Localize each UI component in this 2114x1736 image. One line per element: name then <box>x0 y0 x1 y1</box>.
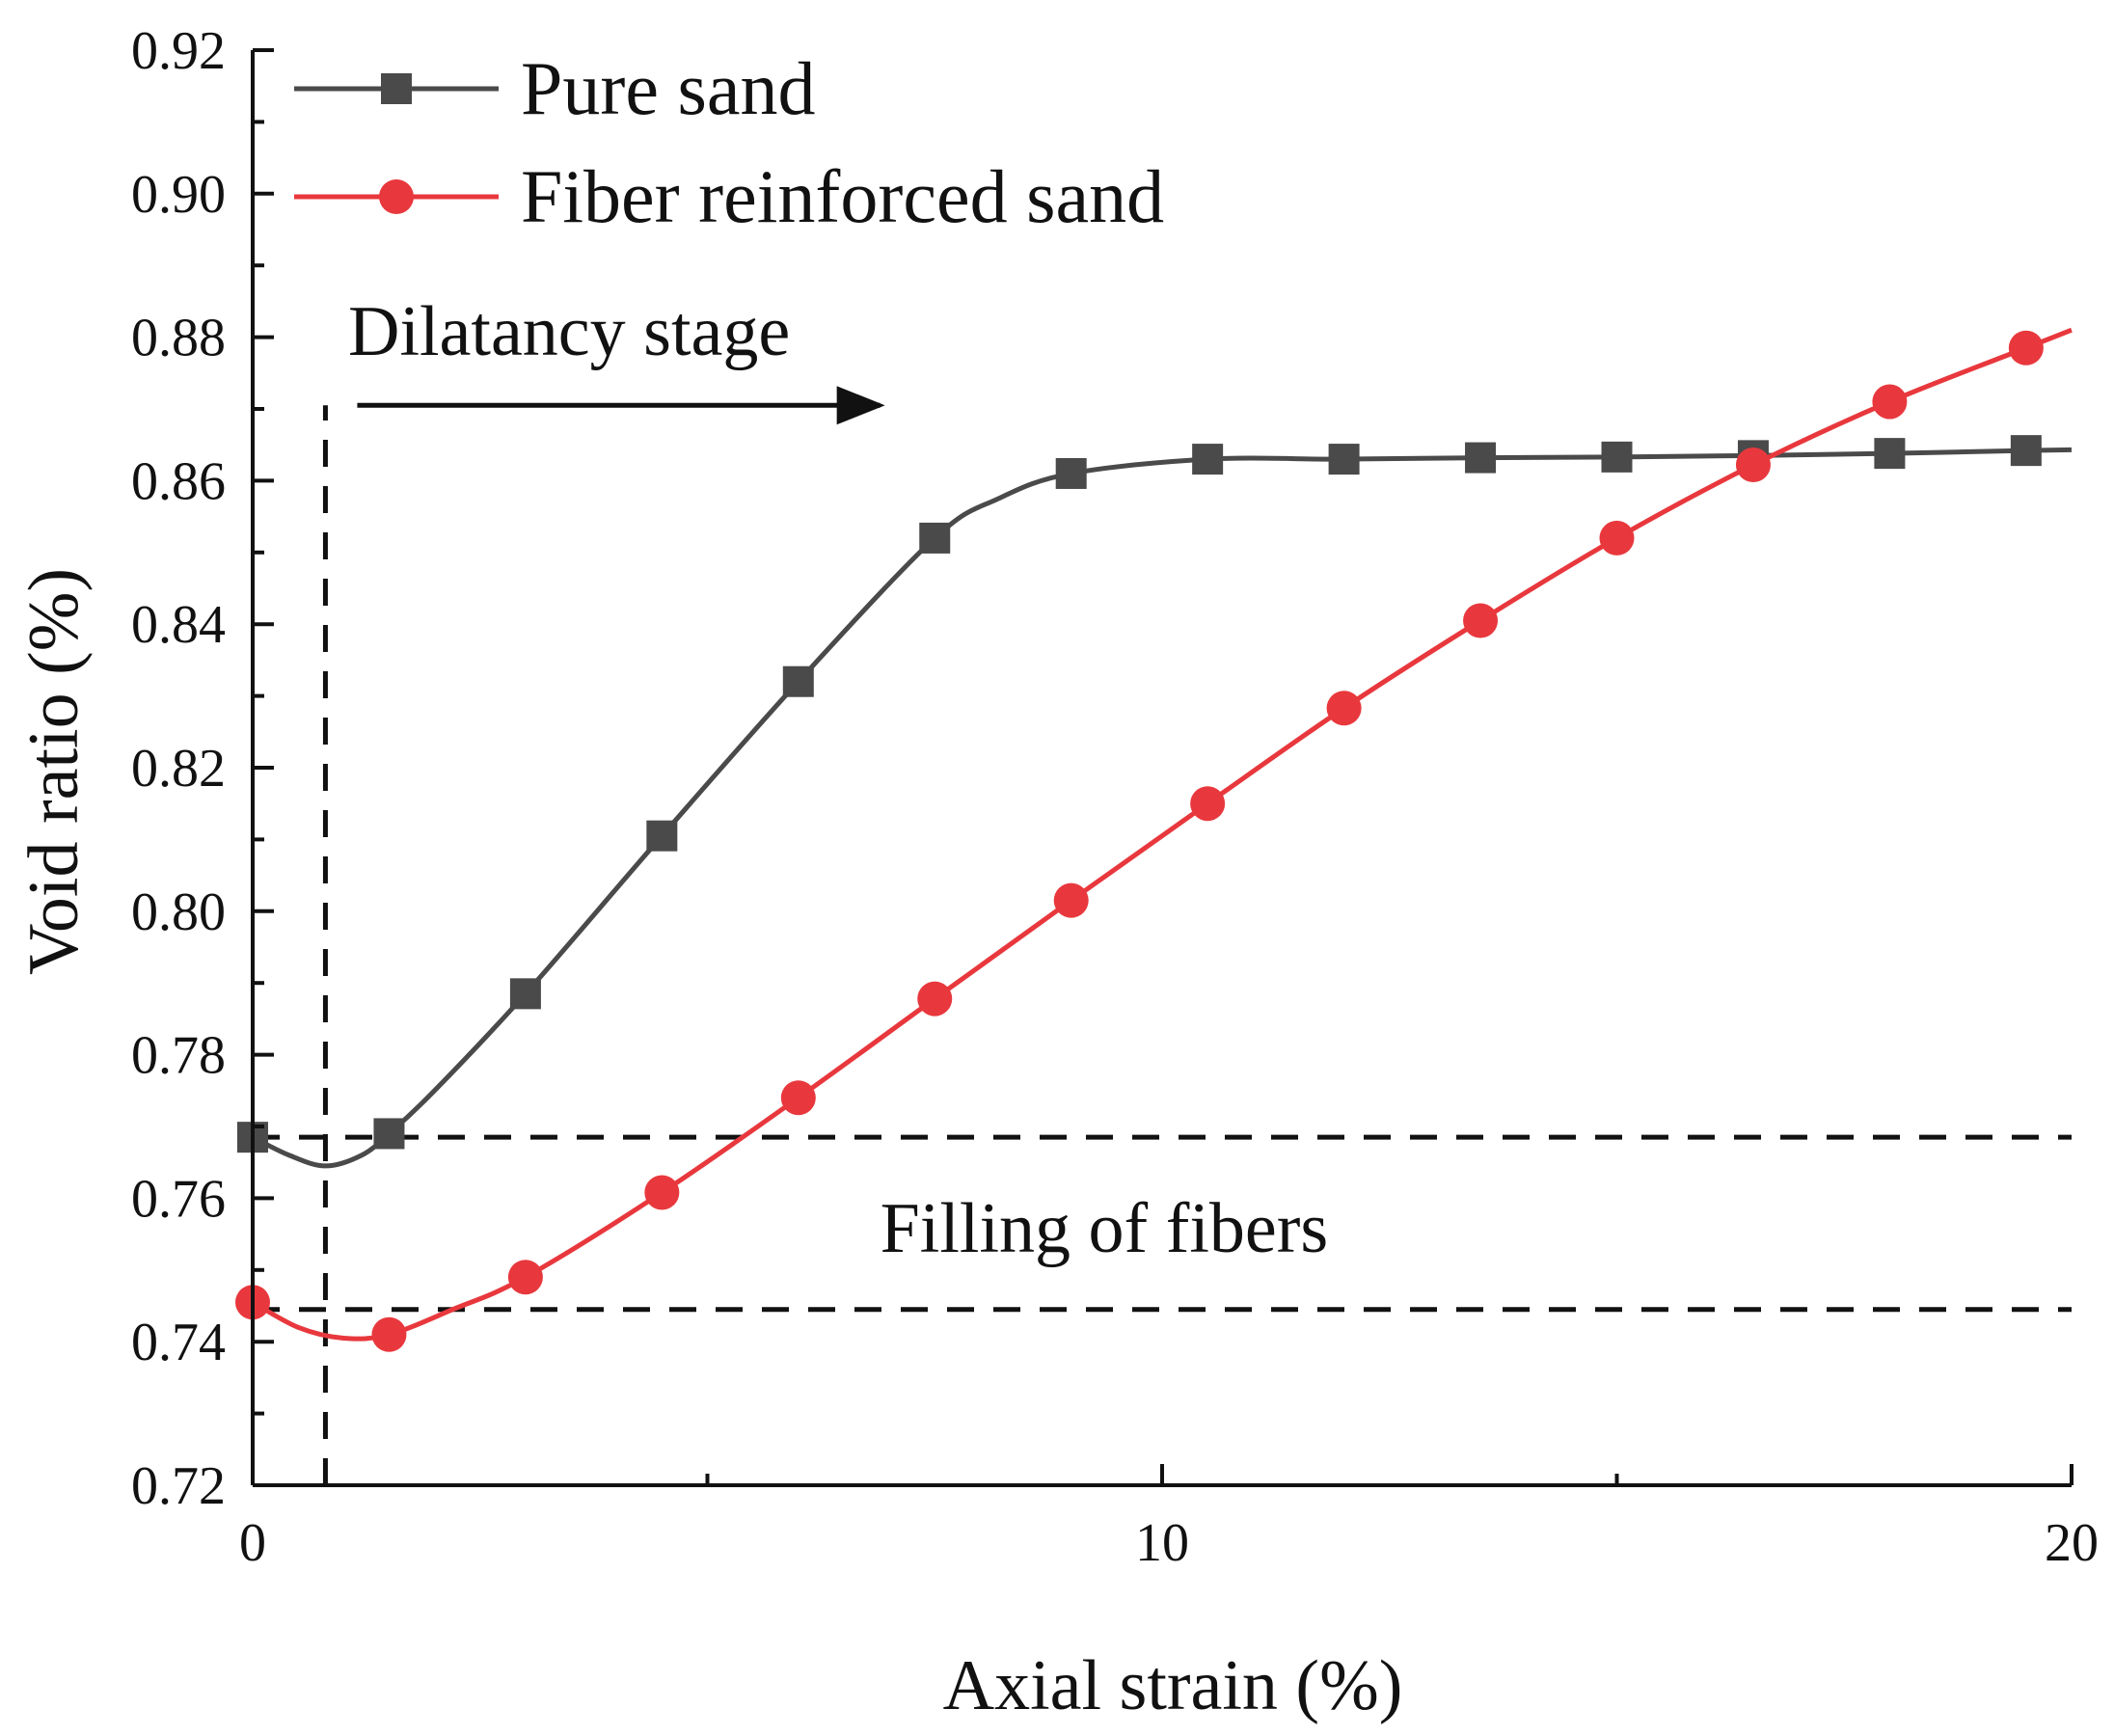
y-tick-label: 0.80 <box>131 882 226 942</box>
axes: 0 10 20 0.720.740.760.780.800.820.840.860.… <box>131 21 2099 1573</box>
y-axis-ticks: 0.72 0.74 0.76 0.78 0.80 0.82 0.84 0.86 0.88 0.90… <box>131 21 274 1516</box>
y-tick-label: 0.78 <box>131 1026 226 1086</box>
data-point-square <box>2010 435 2042 467</box>
data-point-circle <box>644 1175 680 1210</box>
y-tick-label: 0.76 <box>131 1169 226 1229</box>
y-tick-label: 0.90 <box>131 165 226 225</box>
y-tick-label: 0.82 <box>131 739 226 799</box>
y-tick-label: 0.86 <box>131 451 226 511</box>
data-point-square <box>1874 438 1906 470</box>
annotation-text: Dilatancy stage <box>348 292 790 371</box>
x-axis-ticks: 0 10 20 <box>239 1464 2099 1573</box>
data-point-circle <box>371 1316 407 1352</box>
series-fiber-reinforced-sand <box>235 327 2073 1352</box>
legend-label: Pure sand <box>521 46 815 130</box>
data-point-circle <box>1463 603 1499 638</box>
data-point-circle <box>780 1080 816 1116</box>
data-point-square <box>782 665 814 697</box>
data-point-circle <box>1599 520 1635 556</box>
data-point-circle <box>1735 448 1771 483</box>
data-point-circle <box>507 1260 543 1295</box>
y-axis-title: Void ratio (%) <box>14 568 94 975</box>
legend-item: Pure sand <box>294 46 815 130</box>
series-line <box>251 447 2073 1169</box>
data-point-square <box>1192 444 1224 475</box>
data-point-circle <box>1872 384 1908 420</box>
data-point-square <box>646 820 678 852</box>
reference-lines <box>253 405 2072 1485</box>
series-pure-sand <box>237 435 2073 1169</box>
y-tick-label: 0.74 <box>131 1313 226 1372</box>
series-line <box>251 327 2073 1342</box>
legend-marker-circle <box>379 179 414 214</box>
x-tick-label: 20 <box>2045 1513 2099 1573</box>
data-point-square <box>1601 441 1633 473</box>
annotations: Dilatancy stage Filling of fibers <box>348 292 1328 1268</box>
data-point-square <box>509 978 541 1010</box>
y-tick-label: 0.88 <box>131 309 226 368</box>
data-point-square <box>1328 444 1360 475</box>
legend-marker-square <box>381 73 412 104</box>
data-point-square <box>919 522 951 554</box>
data-point-square <box>1465 442 1497 474</box>
y-tick-label: 0.84 <box>131 595 226 655</box>
data-point-circle <box>1326 691 1362 726</box>
series-layer <box>235 327 2073 1352</box>
data-point-square <box>1055 457 1087 489</box>
y-tick-label: 0.92 <box>131 21 226 81</box>
data-point-circle <box>2008 330 2044 366</box>
annotation-text: Filling of fibers <box>881 1189 1329 1268</box>
data-point-circle <box>1190 786 1226 822</box>
data-point-circle <box>1053 882 1089 918</box>
data-point-square <box>373 1118 405 1150</box>
legend: Pure sand Fiber reinforced sand <box>294 46 1164 238</box>
legend-item: Fiber reinforced sand <box>294 154 1164 238</box>
data-point-circle <box>917 981 953 1017</box>
legend-label: Fiber reinforced sand <box>521 154 1164 238</box>
x-axis-title: Axial strain (%) <box>943 1646 1403 1725</box>
x-tick-label: 10 <box>1135 1513 1189 1573</box>
y-tick-label: 0.72 <box>131 1456 226 1516</box>
x-tick-label: 0 <box>239 1513 266 1573</box>
